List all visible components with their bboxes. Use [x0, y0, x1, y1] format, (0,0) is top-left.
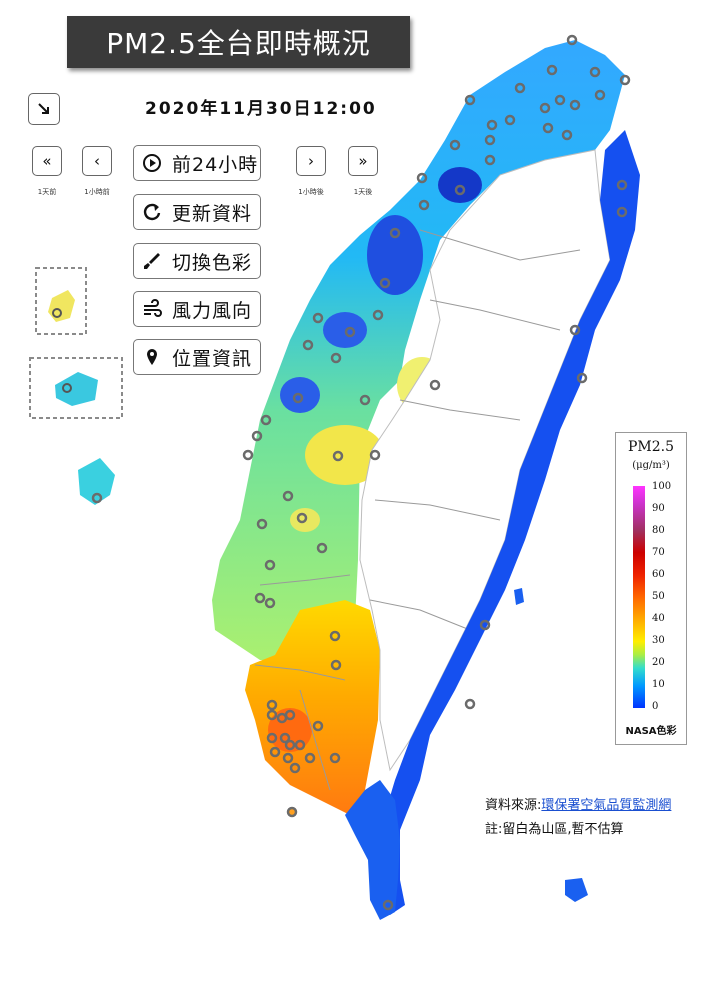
legend-tick: 40	[652, 613, 665, 624]
chevron-left-icon: ‹	[94, 152, 100, 170]
wind-button[interactable]: 風力風向	[133, 291, 261, 327]
southern-tip-zone	[345, 780, 400, 920]
play-24h-button[interactable]: 前24小時	[133, 145, 261, 181]
legend-title: PM2.5	[627, 439, 675, 455]
kinmen-inset[interactable]	[35, 267, 87, 335]
mountain-note: 註:留白為山區,暫不估算	[485, 822, 624, 837]
title-banner: PM2.5全台即時概況	[67, 16, 410, 68]
double-chevron-left-icon: «	[42, 152, 52, 170]
legend-unit: (μg/m³)	[632, 460, 670, 471]
county-boundaries	[254, 229, 581, 791]
southern-polluted-zone	[245, 600, 380, 815]
legend-tick: 20	[652, 657, 665, 668]
legend-tick: 10	[652, 679, 665, 690]
play-circle-icon	[140, 151, 164, 175]
collapse-arrow-icon	[38, 103, 49, 114]
station-marker[interactable]	[62, 383, 72, 393]
data-source-prefix: 資料來源:	[485, 798, 542, 813]
double-chevron-right-icon: »	[358, 152, 368, 170]
back-hour-caption: 1小時前	[84, 188, 110, 196]
refresh-label: 更新資料	[172, 202, 253, 225]
switch-color-label: 切換色彩	[172, 251, 253, 274]
legend-tick: 70	[652, 547, 665, 558]
wind-label: 風力風向	[172, 299, 253, 322]
taiwan-west-plain	[212, 40, 625, 660]
location-button[interactable]: 位置資訊	[133, 339, 261, 375]
refresh-button[interactable]: 更新資料	[133, 194, 261, 230]
page-title: PM2.5全台即時概況	[106, 27, 371, 60]
matsu-inset[interactable]	[29, 357, 123, 419]
legend-tick: 50	[652, 591, 665, 602]
switch-color-button[interactable]: 切換色彩	[133, 243, 261, 279]
map-pin-icon	[140, 345, 164, 369]
legend-tick: 0	[652, 701, 659, 712]
pm25-legend: PM2.5 (μg/m³) 100 90 80 70 60 50 40 30 2…	[615, 432, 687, 745]
data-source: 資料來源:環保署空氣品質監測網	[485, 794, 671, 813]
peak-zone	[268, 708, 312, 752]
paint-brush-icon	[140, 249, 164, 273]
station-markers[interactable]	[91, 34, 631, 911]
forward-hour-button[interactable]: ›	[296, 146, 326, 176]
legend-tick: 30	[652, 635, 665, 646]
back-day-caption: 1天前	[37, 188, 57, 196]
east-coast-zone	[372, 130, 640, 915]
lanyu-island	[565, 878, 588, 902]
back-day-button[interactable]: «	[32, 146, 62, 176]
back-hour-button[interactable]: ‹	[82, 146, 112, 176]
clean-air-zone	[367, 215, 423, 295]
datetime-label: 2020年11月30日12:00	[145, 99, 377, 119]
forward-hour-caption: 1小時後	[298, 188, 324, 196]
legend-tick: 60	[652, 569, 665, 580]
legend-brand: NASA色彩	[625, 726, 677, 737]
clean-air-zone	[323, 312, 367, 348]
wind-icon	[140, 297, 164, 321]
legend-tick: 80	[652, 525, 665, 536]
legend-tick: 100	[652, 481, 672, 492]
penghu-islands	[78, 458, 115, 505]
legend-color-bar	[633, 486, 645, 708]
play-24h-label: 前24小時	[172, 153, 259, 176]
forward-day-button[interactable]: »	[348, 146, 378, 176]
forward-day-caption: 1天後	[353, 188, 373, 196]
collapse-button[interactable]	[28, 93, 60, 125]
moderate-zone	[305, 425, 385, 485]
station-marker[interactable]	[52, 308, 62, 318]
refresh-icon	[140, 200, 164, 224]
chevron-right-icon: ›	[308, 152, 314, 170]
kinmen-island	[48, 290, 75, 322]
matsu-island	[55, 372, 98, 406]
data-source-link[interactable]: 環保署空氣品質監測網	[541, 798, 672, 813]
legend-tick: 90	[652, 503, 665, 514]
green-island	[514, 588, 524, 605]
location-label: 位置資訊	[172, 347, 253, 370]
